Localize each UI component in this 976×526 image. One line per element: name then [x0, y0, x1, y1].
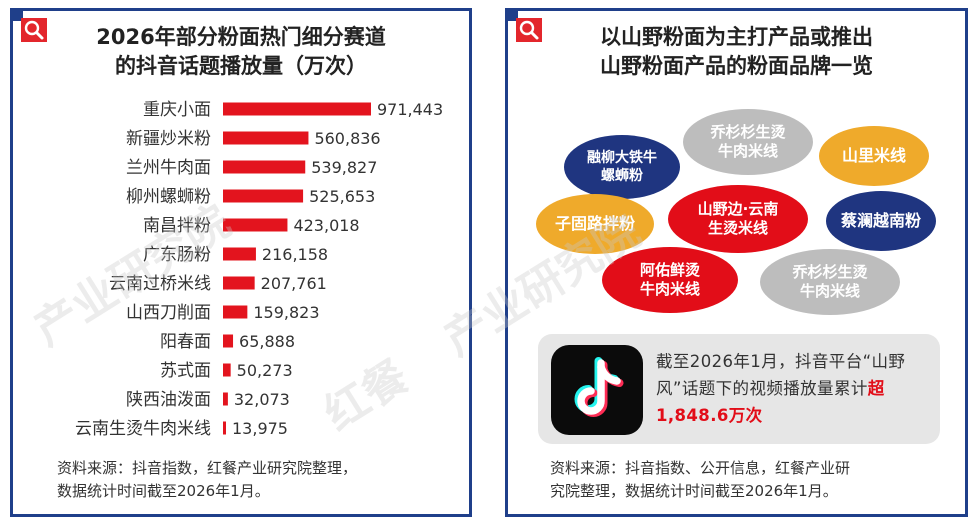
bar	[223, 276, 255, 290]
brand-line1: 山里米线	[841, 145, 906, 165]
category-label: 云南过桥米线	[109, 274, 211, 294]
bar	[223, 102, 371, 116]
chart-title-line2: 的抖音话题播放量（万次）	[115, 54, 367, 78]
brand-bubble-ayou: 阿佑鲜烫 牛肉米线	[602, 247, 738, 313]
brands-title-line1: 以山野粉面为主打产品或推出	[600, 25, 873, 49]
chart-title: 2026年部分粉面热门细分赛道 的抖音话题播放量（万次）	[13, 23, 469, 81]
source-note-right: 资料来源：抖音指数、公开信息，红餐产业研 究院整理，数据统计时间截至2026年1…	[550, 457, 850, 503]
info-text: 截至2026年1月，抖音平台“山野风”话题下的视频播放量累计超1,848.6万次	[656, 348, 934, 429]
bar	[223, 160, 306, 174]
value-label: 159,823	[253, 303, 319, 322]
brand-line1: 蔡澜越南粉	[840, 210, 921, 230]
category-label: 阳春面	[160, 332, 211, 352]
category-label: 新疆炒米粉	[126, 129, 211, 149]
brand-line1: 乔杉杉生烫	[792, 262, 868, 281]
bar	[223, 189, 304, 203]
brand-line1: 乔杉杉生烫	[710, 122, 786, 141]
left-panel: 2026年部分粉面热门细分赛道 的抖音话题播放量（万次） 重庆小面 971,443…	[10, 8, 472, 517]
brand-line2: 螺蛳粉	[601, 168, 643, 184]
info-text-highlight: 超1,848.6万次	[656, 379, 885, 425]
bar	[223, 363, 231, 377]
value-label: 560,836	[314, 129, 380, 148]
bar	[223, 131, 309, 145]
brands-title-line2: 山野粉面产品的粉面品牌一览	[600, 54, 873, 78]
source-note-right-line2: 究院整理，数据统计时间截至2026年1月。	[550, 482, 838, 500]
brand-line1: 山野边·云南	[697, 199, 779, 218]
value-label: 65,888	[239, 332, 295, 351]
category-label: 南昌拌粉	[143, 216, 211, 236]
brands-title: 以山野粉面为主打产品或推出 山野粉面产品的粉面品牌一览	[508, 23, 965, 81]
info-card: 截至2026年1月，抖音平台“山野风”话题下的视频播放量累计超1,848.6万次	[538, 334, 940, 444]
source-note-line1: 资料来源：抖音指数，红餐产业研究院整理，	[57, 459, 358, 477]
bar	[223, 247, 256, 261]
source-note-line2: 数据统计时间截至2026年1月。	[57, 482, 270, 500]
category-label: 陕西油泼面	[126, 390, 211, 410]
category-label: 山西刀削面	[126, 303, 211, 323]
brand-line2: 牛肉米线	[639, 280, 700, 298]
brand-bubble-cailan: 蔡澜越南粉	[826, 191, 936, 251]
category-label: 兰州牛肉面	[126, 158, 211, 178]
brand-line1: 子固路拌粉	[554, 213, 635, 233]
category-label: 云南生烫牛肉米线	[75, 419, 211, 439]
value-label: 216,158	[262, 245, 328, 264]
brand-line2: 牛肉米线	[717, 142, 778, 160]
bar-chart: 重庆小面 971,443 新疆炒米粉 560,836 兰州牛肉面 539,827 柳州螺蛳粉…	[75, 100, 443, 439]
category-label: 广东肠粉	[143, 245, 211, 265]
tiktok-icon	[551, 345, 643, 435]
category-label: 柳州螺蛳粉	[126, 187, 211, 207]
brand-bubble-qiaoshanshan-1: 乔杉杉生烫 牛肉米线	[683, 109, 813, 175]
search-icon	[508, 11, 542, 43]
source-note-right-line1: 资料来源：抖音指数、公开信息，红餐产业研	[550, 459, 851, 477]
value-label: 971,443	[377, 100, 443, 119]
value-label: 423,018	[293, 216, 359, 235]
bar	[223, 218, 288, 232]
value-label: 207,761	[261, 274, 327, 293]
value-label: 13,975	[232, 419, 288, 438]
source-note: 资料来源：抖音指数，红餐产业研究院整理， 数据统计时间截至2026年1月。	[57, 457, 357, 503]
category-label: 苏式面	[160, 361, 211, 381]
brand-bubble-rongliu: 融柳大铁牛 螺蛳粉	[564, 135, 680, 199]
bar	[223, 334, 234, 348]
brand-line1: 融柳大铁牛	[587, 149, 657, 166]
info-text-body: 截至2026年1月，抖音平台“山野风”话题下的视频播放量累计	[656, 352, 906, 398]
value-label: 539,827	[311, 158, 377, 177]
brand-line2: 牛肉米线	[799, 282, 860, 300]
value-label: 50,273	[237, 361, 293, 380]
category-label: 重庆小面	[143, 100, 211, 120]
search-icon	[13, 11, 47, 43]
brand-bubble-shanli: 山里米线	[819, 126, 929, 186]
brand-bubble-qiaoshanshan-2: 乔杉杉生烫 牛肉米线	[760, 249, 900, 315]
bar	[223, 305, 248, 319]
bar	[223, 421, 226, 435]
right-panel: 以山野粉面为主打产品或推出 山野粉面产品的粉面品牌一览 融柳大铁牛螺蛳粉 乔杉杉…	[505, 8, 968, 517]
brand-bubble-shanyebian: 山野边·云南 生烫米线	[668, 185, 808, 253]
brand-line1: 阿佑鲜烫	[639, 260, 700, 279]
brand-bubble-ziguolu: 子固路拌粉	[536, 194, 654, 254]
brand-line2: 生烫米线	[707, 219, 768, 237]
value-label: 32,073	[234, 390, 290, 409]
chart-title-line1: 2026年部分粉面热门细分赛道	[96, 25, 386, 49]
value-label: 525,653	[309, 187, 375, 206]
bar	[223, 392, 228, 406]
